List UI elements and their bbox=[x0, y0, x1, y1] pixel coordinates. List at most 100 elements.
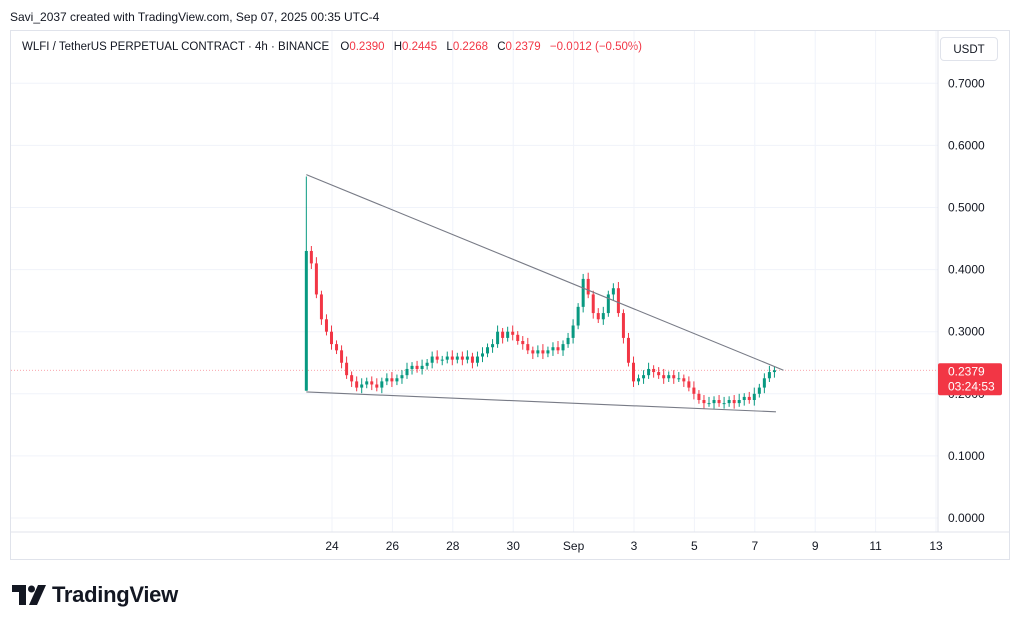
candle bbox=[425, 359, 429, 370]
candle-body bbox=[531, 350, 535, 354]
candle bbox=[712, 396, 716, 409]
candle-body bbox=[430, 356, 434, 363]
candle bbox=[707, 396, 711, 407]
candle-body bbox=[400, 375, 404, 379]
candle-body bbox=[465, 356, 469, 360]
candle-body bbox=[516, 334, 520, 342]
symbol-legend: WLFI / TetherUS PERPETUAL CONTRACT · 4h … bbox=[22, 41, 648, 53]
candle bbox=[480, 347, 484, 363]
symbol-title[interactable]: WLFI / TetherUS PERPETUAL CONTRACT · 4h … bbox=[22, 41, 330, 53]
tradingview-logo-icon bbox=[12, 585, 46, 605]
candle-body bbox=[561, 344, 565, 351]
time-tick-label: 28 bbox=[446, 539, 460, 553]
candle-body bbox=[486, 347, 490, 354]
candle-body bbox=[511, 331, 515, 335]
candle-body bbox=[526, 344, 530, 351]
upper-trendline[interactable] bbox=[306, 174, 784, 371]
candle-body bbox=[501, 331, 505, 338]
candle-body bbox=[606, 294, 610, 314]
candle-body bbox=[345, 362, 349, 376]
candle-body bbox=[460, 356, 464, 360]
candle bbox=[501, 327, 505, 344]
price-tick-label: 0.7000 bbox=[948, 76, 985, 90]
low-label: L bbox=[446, 41, 453, 53]
candle-body bbox=[314, 263, 318, 295]
grid bbox=[11, 31, 938, 532]
candle bbox=[531, 346, 535, 360]
candle bbox=[314, 257, 318, 299]
open-label: O bbox=[340, 41, 350, 53]
time-axis[interactable]: 24 26 28 30 Sep 3 5 7 9 11 13 bbox=[325, 539, 943, 553]
candle bbox=[722, 396, 726, 409]
candle bbox=[340, 345, 344, 369]
candle-body bbox=[395, 378, 399, 382]
candle bbox=[345, 356, 349, 379]
time-tick-label: 9 bbox=[812, 539, 819, 553]
candle-body bbox=[536, 350, 540, 354]
last-price-label: 0.2379 bbox=[948, 364, 985, 378]
candle bbox=[762, 373, 766, 394]
tradingview-wordmark: TradingView bbox=[52, 582, 178, 607]
candle-body bbox=[637, 378, 641, 382]
candle-body bbox=[380, 381, 384, 388]
candle-body bbox=[727, 400, 731, 404]
candle-body bbox=[541, 350, 545, 354]
candle-body bbox=[581, 278, 585, 307]
price-tick-label: 0.5000 bbox=[948, 201, 985, 215]
candle bbox=[616, 282, 620, 317]
candle-body bbox=[611, 288, 615, 295]
time-tick-label: 26 bbox=[386, 539, 400, 553]
candle bbox=[465, 350, 469, 364]
candle bbox=[506, 326, 510, 342]
candle-body bbox=[707, 403, 711, 405]
candle-body bbox=[375, 384, 379, 388]
candle bbox=[324, 314, 328, 336]
price-tick-label: 0.4000 bbox=[948, 263, 985, 277]
candle bbox=[737, 393, 741, 407]
candle-body bbox=[672, 375, 676, 379]
close-value: 0.2379 bbox=[505, 41, 541, 53]
candle-body bbox=[435, 356, 439, 360]
lower-trendline[interactable] bbox=[306, 391, 776, 413]
candle bbox=[370, 376, 374, 391]
candle-body bbox=[566, 337, 570, 345]
high-value: 0.2445 bbox=[402, 41, 438, 53]
candle-body bbox=[335, 344, 339, 351]
candle-body bbox=[697, 393, 701, 401]
time-tick-label: Sep bbox=[563, 539, 585, 553]
candle bbox=[355, 376, 359, 392]
time-tick-label: 3 bbox=[631, 539, 638, 553]
candle-body bbox=[475, 356, 479, 363]
high-label: H bbox=[393, 41, 403, 53]
last-price-badge-box bbox=[938, 363, 1002, 396]
candle bbox=[526, 337, 530, 355]
candle-body bbox=[496, 331, 500, 345]
currency-unit-button[interactable]: USDT bbox=[940, 37, 998, 61]
wedge-trendlines[interactable] bbox=[306, 174, 784, 413]
candle bbox=[405, 362, 409, 379]
candle-body bbox=[385, 378, 389, 382]
candle bbox=[546, 346, 550, 358]
candle-body bbox=[556, 347, 560, 351]
candle bbox=[576, 303, 580, 330]
candle-body bbox=[576, 306, 580, 326]
candles bbox=[304, 176, 776, 409]
candle-body bbox=[571, 325, 575, 338]
price-axis[interactable]: 0.00000.10000.20000.30000.40000.50000.60… bbox=[948, 76, 985, 525]
candle bbox=[626, 332, 630, 367]
candle bbox=[445, 351, 449, 364]
candle bbox=[717, 395, 721, 407]
candle bbox=[687, 376, 691, 392]
open-value: 0.2390 bbox=[349, 41, 385, 53]
candle-body bbox=[591, 294, 595, 314]
candle bbox=[390, 372, 394, 387]
candle bbox=[642, 370, 646, 384]
candle bbox=[647, 362, 651, 379]
candle bbox=[319, 290, 323, 325]
candle-body bbox=[737, 400, 741, 404]
tradingview-logo[interactable]: TradingView bbox=[12, 582, 178, 608]
candle bbox=[475, 351, 479, 367]
candle bbox=[727, 396, 731, 407]
candle-body bbox=[677, 378, 681, 380]
